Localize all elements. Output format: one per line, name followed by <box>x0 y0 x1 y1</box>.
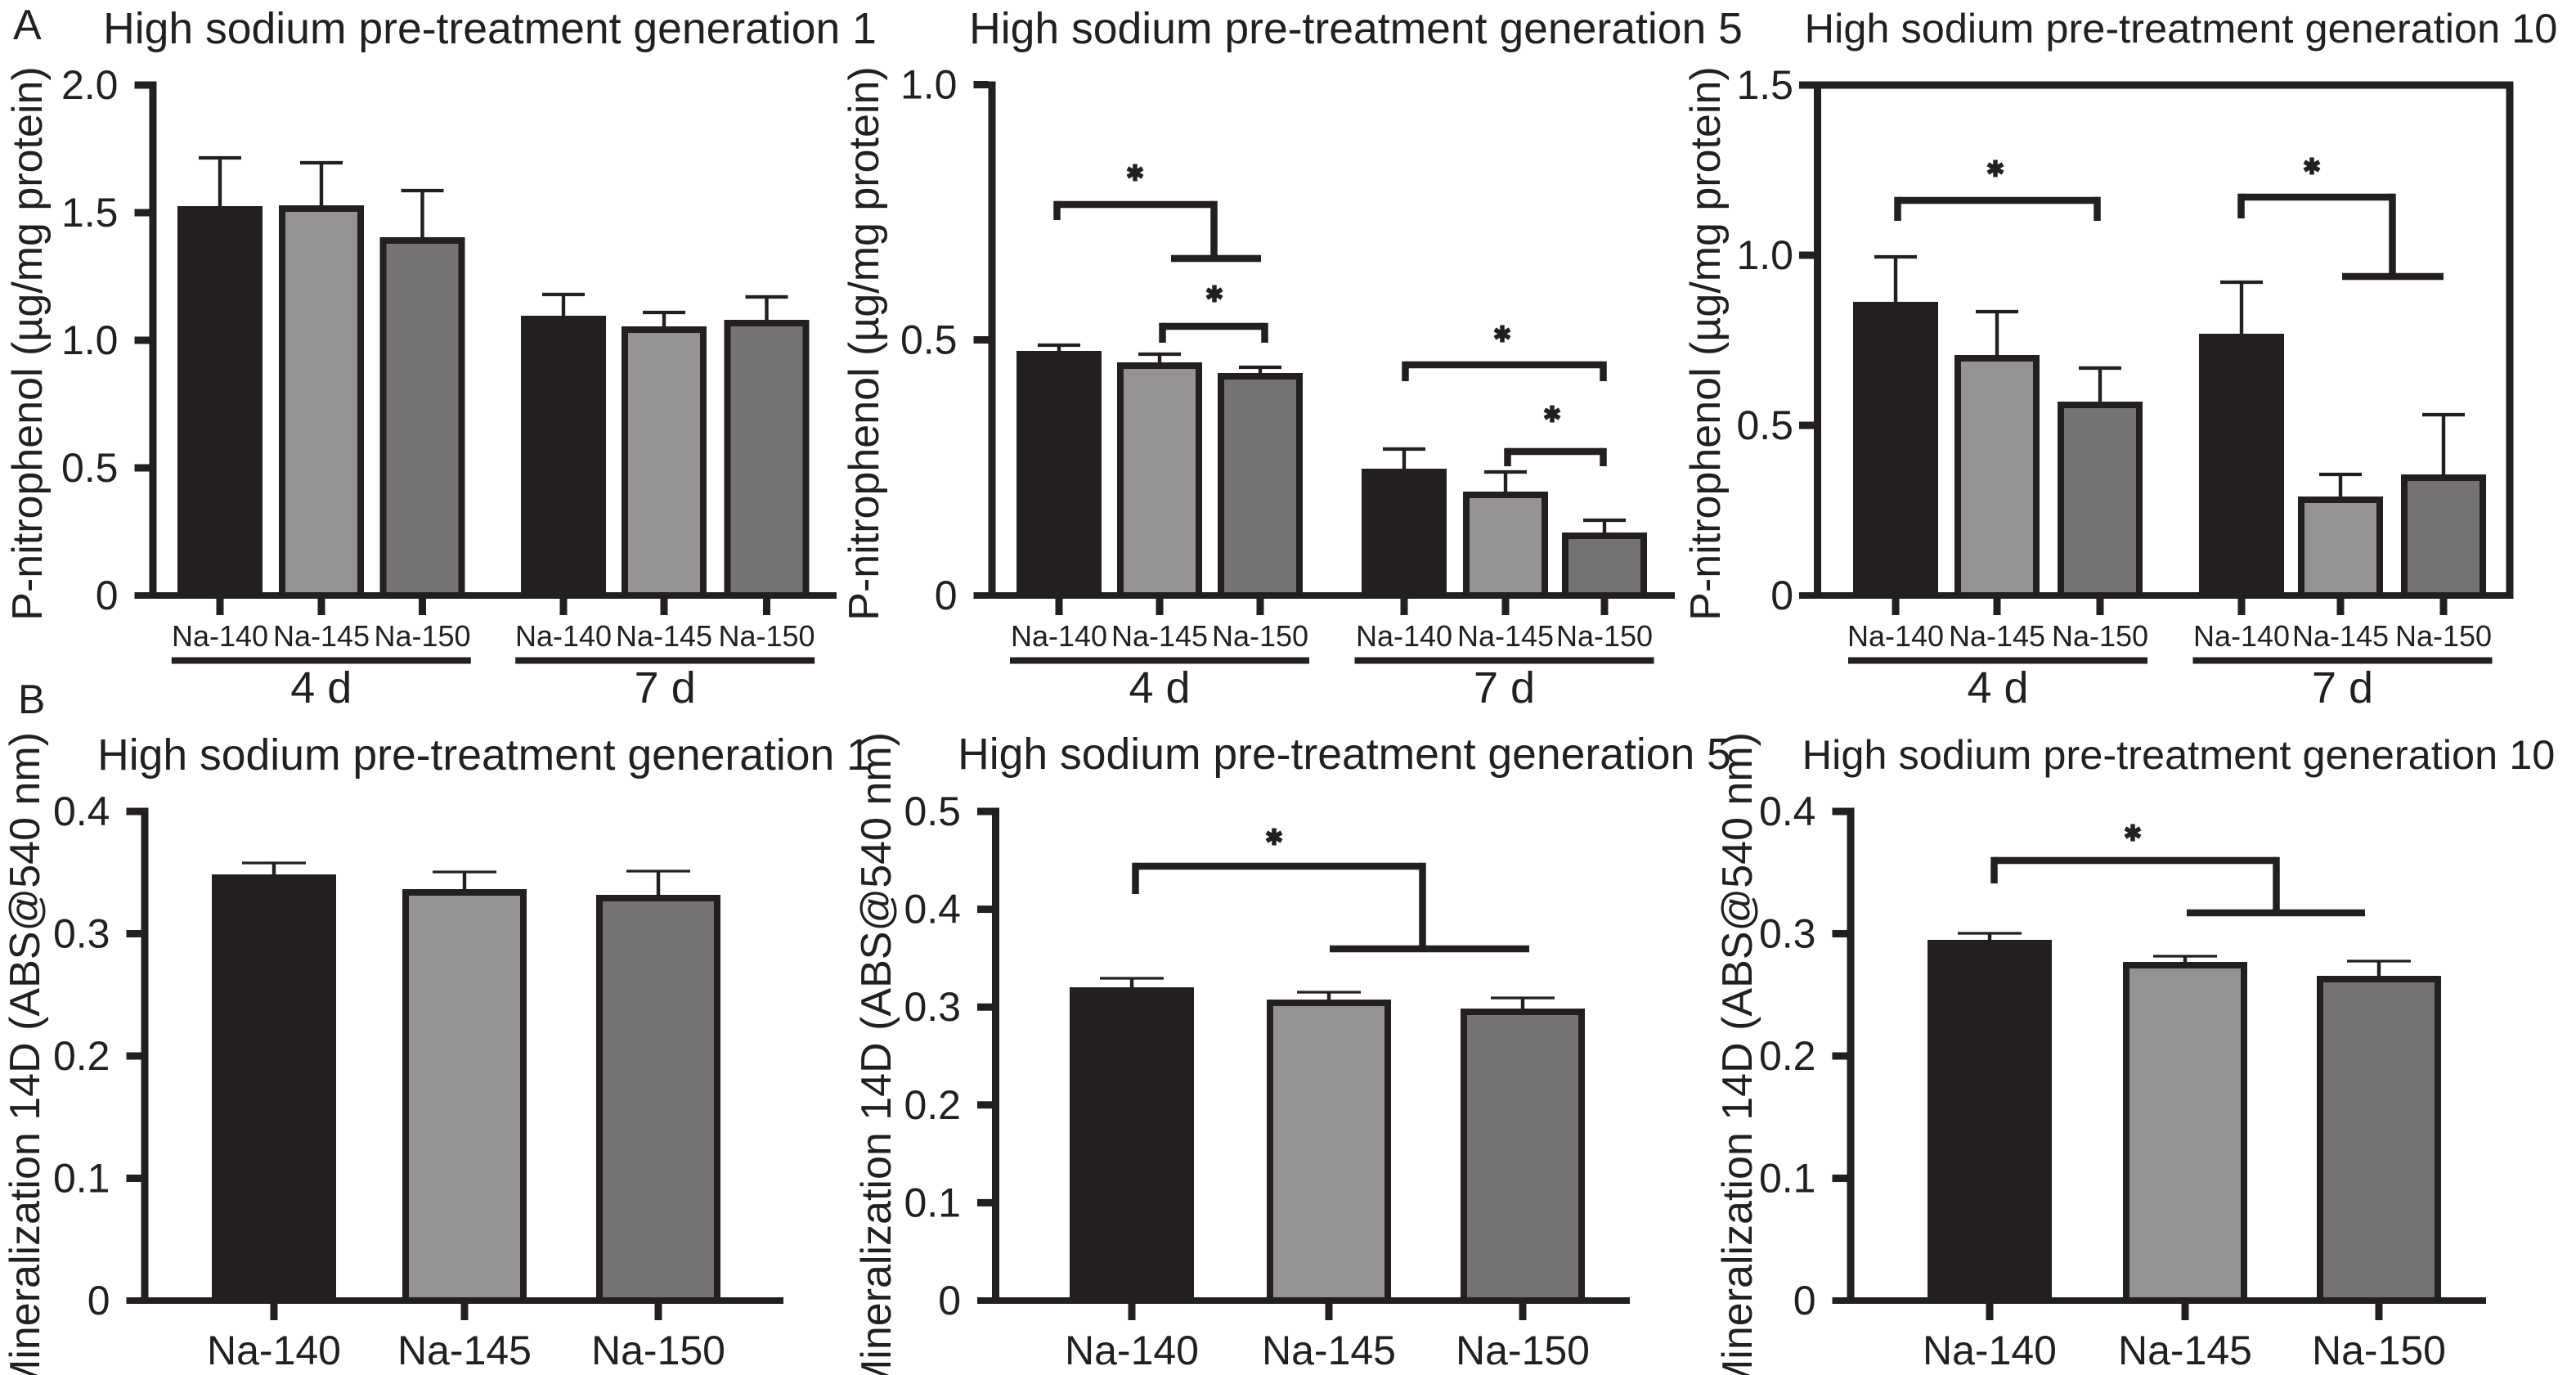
svg-text:1.5: 1.5 <box>61 190 119 236</box>
svg-text:Na-145: Na-145 <box>1457 619 1554 653</box>
svg-text:0.2: 0.2 <box>904 1082 961 1128</box>
svg-text:0.5: 0.5 <box>61 445 119 491</box>
svg-text:0.1: 0.1 <box>904 1180 961 1225</box>
svg-text:P-nitrophenol (µg/mg protein): P-nitrophenol (µg/mg protein) <box>1682 66 1730 620</box>
svg-text:Na-145: Na-145 <box>2118 1328 2252 1373</box>
svg-text:4 d: 4 d <box>1129 663 1190 712</box>
svg-text:0.3: 0.3 <box>1759 911 1816 957</box>
svg-text:Na-150: Na-150 <box>591 1328 725 1373</box>
svg-text:0.5: 0.5 <box>1736 402 1793 448</box>
svg-text:2.0: 2.0 <box>61 62 119 108</box>
svg-text:Na-150: Na-150 <box>2312 1328 2446 1373</box>
svg-text:Na-140: Na-140 <box>1356 619 1452 653</box>
svg-text:Na-140: Na-140 <box>1923 1328 2057 1373</box>
svg-text:0.3: 0.3 <box>53 911 110 957</box>
svg-text:0.4: 0.4 <box>904 887 961 932</box>
svg-text:B: B <box>18 676 45 722</box>
svg-text:High sodium pre-treatment gene: High sodium pre-treatment generation 1 <box>103 5 877 53</box>
svg-text:Na-140: Na-140 <box>1847 619 1944 653</box>
svg-text:Na-145: Na-145 <box>1111 619 1208 653</box>
svg-text:Na-150: Na-150 <box>2052 619 2148 653</box>
svg-text:0.4: 0.4 <box>53 789 110 834</box>
svg-text:1.5: 1.5 <box>1736 62 1793 108</box>
svg-text:1.0: 1.0 <box>1736 232 1793 278</box>
svg-text:A: A <box>13 2 42 49</box>
svg-text:0.3: 0.3 <box>904 984 961 1030</box>
svg-text:0: 0 <box>96 573 119 618</box>
svg-text:4 d: 4 d <box>290 663 352 712</box>
svg-text:Na-140: Na-140 <box>172 619 268 653</box>
svg-text:0.4: 0.4 <box>1759 789 1816 834</box>
svg-text:4 d: 4 d <box>1967 663 2028 712</box>
svg-text:1.0: 1.0 <box>61 317 119 363</box>
svg-text:0.5: 0.5 <box>904 789 961 834</box>
svg-text:Na-150: Na-150 <box>1456 1328 1590 1373</box>
svg-text:Na-140: Na-140 <box>515 619 612 653</box>
svg-text:High sodium pre-treatment gene: High sodium pre-treatment generation 10 <box>1802 731 2556 778</box>
svg-text:Na-150: Na-150 <box>374 619 470 653</box>
svg-text:Na-145: Na-145 <box>1262 1328 1396 1373</box>
svg-text:Na-140: Na-140 <box>207 1328 341 1373</box>
svg-text:7 d: 7 d <box>635 663 696 712</box>
svg-text:1.0: 1.0 <box>900 62 958 108</box>
svg-text:High sodium pre-treatment gene: High sodium pre-treatment generation 1 <box>97 731 871 780</box>
svg-text:7 d: 7 d <box>1474 663 1535 712</box>
svg-text:Na-145: Na-145 <box>2292 619 2389 653</box>
svg-text:Na-150: Na-150 <box>1212 619 1308 653</box>
svg-text:Na-145: Na-145 <box>616 619 712 653</box>
svg-text:Na-145: Na-145 <box>397 1328 532 1373</box>
svg-text:0: 0 <box>88 1278 110 1323</box>
svg-text:P-nitrophenol (µg/mg protein): P-nitrophenol (µg/mg protein) <box>841 66 888 620</box>
svg-text:High sodium pre-treatment gene: High sodium pre-treatment generation 5 <box>969 5 1743 53</box>
svg-text:0: 0 <box>935 573 958 618</box>
svg-text:0.5: 0.5 <box>900 317 958 363</box>
svg-text:Mineralization 14D (ABS@540 nm: Mineralization 14D (ABS@540 nm) <box>2 732 49 1375</box>
svg-text:Na-150: Na-150 <box>1556 619 1653 653</box>
svg-text:High sodium pre-treatment gene: High sodium pre-treatment generation 10 <box>1805 5 2558 52</box>
svg-text:0: 0 <box>1770 573 1793 618</box>
svg-text:0.1: 0.1 <box>53 1156 110 1202</box>
svg-text:High sodium pre-treatment gene: High sodium pre-treatment generation 5 <box>958 730 1731 779</box>
svg-text:0.2: 0.2 <box>53 1033 110 1079</box>
svg-text:0.2: 0.2 <box>1759 1033 1816 1079</box>
svg-text:0.1: 0.1 <box>1759 1156 1816 1202</box>
svg-text:Na-145: Na-145 <box>1949 619 2045 653</box>
svg-text:Na-140: Na-140 <box>1011 619 1107 653</box>
svg-text:P-nitrophenol (µg/mg protein): P-nitrophenol (µg/mg protein) <box>4 66 52 620</box>
svg-text:Na-145: Na-145 <box>273 619 370 653</box>
svg-text:Mineralization 14D (ABS@540 nm: Mineralization 14D (ABS@540 nm) <box>853 732 900 1375</box>
svg-text:Na-140: Na-140 <box>2193 619 2290 653</box>
svg-text:Na-140: Na-140 <box>1065 1328 1199 1373</box>
svg-text:Na-150: Na-150 <box>718 619 815 653</box>
svg-text:0: 0 <box>1793 1278 1816 1323</box>
svg-text:7 d: 7 d <box>2312 663 2373 712</box>
svg-text:Na-150: Na-150 <box>2395 619 2492 653</box>
svg-text:Mineralization 14D (ABS@540 nm: Mineralization 14D (ABS@540 nm) <box>1714 732 1761 1375</box>
svg-text:0: 0 <box>938 1278 961 1323</box>
